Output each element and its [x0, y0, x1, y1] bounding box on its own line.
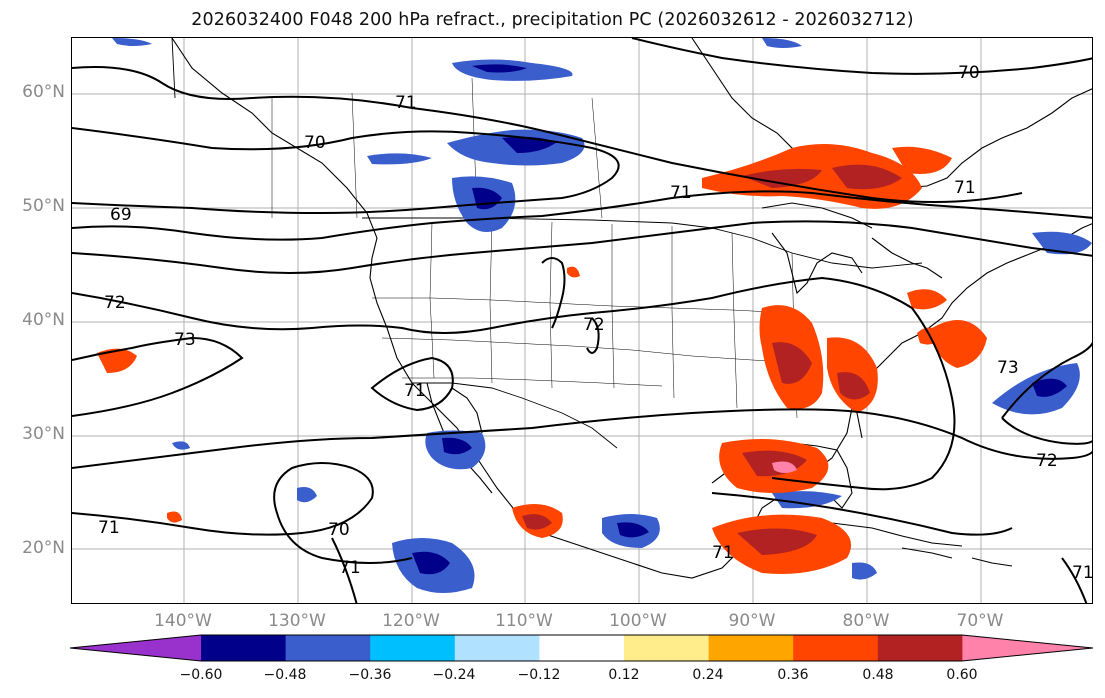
lon-label: 120°W — [382, 611, 440, 631]
colorbar-segment — [70, 635, 201, 661]
contour-label: 70 — [958, 63, 980, 83]
lat-label: 20°N — [22, 538, 65, 558]
colorbar-tick: −0.48 — [263, 667, 307, 683]
contour-label: 70 — [328, 520, 350, 540]
colorbar — [69, 634, 1094, 662]
colorbar-tick: −0.12 — [517, 667, 561, 683]
lon-label: 80°W — [842, 611, 890, 631]
lat-label: 60°N — [22, 82, 65, 102]
contour-label-group: 71 70 69 72 73 71 72 71 70 71 71 72 73 7… — [98, 63, 1093, 583]
colorbar-segment — [539, 635, 625, 661]
contour-label: 70 — [304, 133, 326, 153]
colorbar-segment — [370, 635, 456, 661]
colorbar-segment — [624, 635, 710, 661]
contour-label: 73 — [174, 330, 196, 350]
lat-label: 50°N — [22, 196, 65, 216]
colorbar-segments — [70, 635, 1093, 661]
lon-label: 70°W — [956, 611, 1004, 631]
colorbar-tick: 0.60 — [946, 667, 978, 683]
colorbar-segment — [201, 635, 287, 661]
colorbar-segment — [708, 635, 794, 661]
contour-label: 71 — [1072, 563, 1093, 583]
map-canvas: 71 70 69 72 73 71 72 71 70 71 71 72 73 7… — [72, 38, 1093, 603]
colorbar-tick: 0.36 — [777, 667, 809, 683]
colorbar-tick: −0.60 — [179, 667, 223, 683]
colorbar-tick: 0.48 — [862, 667, 894, 683]
colorbar-segment — [793, 635, 879, 661]
colorbar-tick: 0.12 — [608, 667, 640, 683]
contour-label: 71 — [339, 558, 361, 578]
contour-label: 71 — [98, 518, 120, 538]
lat-label: 30°N — [22, 424, 65, 444]
colorbar-outline — [69, 634, 1094, 662]
lat-label: 40°N — [22, 310, 65, 330]
contour-label: 71 — [712, 543, 734, 563]
colorbar-segment — [962, 635, 1093, 661]
negative-anomaly-areas — [112, 38, 1092, 593]
lon-label: 100°W — [609, 611, 667, 631]
lon-label: 110°W — [495, 611, 553, 631]
contour-label: 72 — [1036, 451, 1058, 471]
colorbar-tick: −0.24 — [432, 667, 476, 683]
lon-label: 140°W — [154, 611, 212, 631]
map-panel: 71 70 69 72 73 71 72 71 70 71 71 72 73 7… — [71, 37, 1093, 604]
contour-label: 73 — [997, 358, 1019, 378]
refractivity-contours — [72, 38, 1092, 603]
contour-label: 72 — [104, 293, 126, 313]
graticule — [72, 38, 1092, 603]
contour-label: 72 — [583, 315, 605, 335]
colorbar-segment — [454, 635, 540, 661]
colorbar-segment — [285, 635, 371, 661]
lon-label: 90°W — [728, 611, 776, 631]
contour-label: 71 — [670, 183, 692, 203]
contour-label: 71 — [404, 381, 426, 401]
chart-title: 2026032400 F048 200 hPa refract., precip… — [191, 10, 914, 30]
contour-label: 71 — [954, 178, 976, 198]
colorbar-tick: 0.24 — [692, 667, 724, 683]
colorbar-tick: −0.36 — [348, 667, 392, 683]
contour-label: 71 — [395, 93, 417, 113]
colorbar-segment — [877, 635, 963, 661]
contour-label: 69 — [110, 205, 132, 225]
lon-label: 130°W — [268, 611, 326, 631]
positive-anomaly-areas — [97, 144, 987, 574]
